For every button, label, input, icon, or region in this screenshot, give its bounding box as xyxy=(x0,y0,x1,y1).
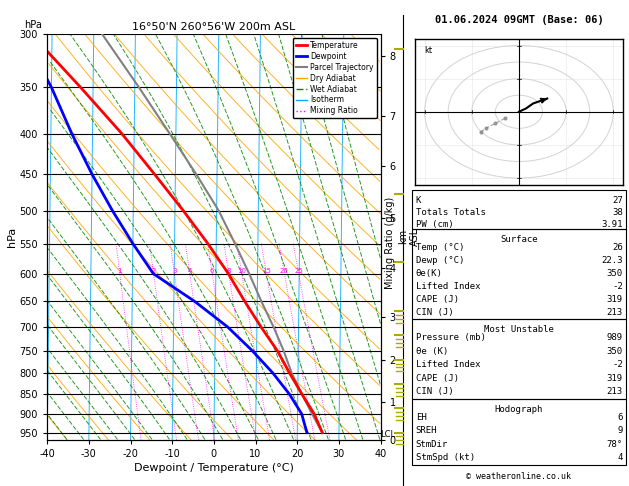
Text: 20: 20 xyxy=(280,268,289,274)
Text: -2: -2 xyxy=(612,282,623,291)
Text: PW (cm): PW (cm) xyxy=(416,220,454,229)
Text: -2: -2 xyxy=(612,360,623,369)
Text: SREH: SREH xyxy=(416,426,437,435)
Title: 16°50'N 260°56'W 200m ASL: 16°50'N 260°56'W 200m ASL xyxy=(132,22,296,32)
Y-axis label: hPa: hPa xyxy=(7,227,17,247)
Text: Temp (°C): Temp (°C) xyxy=(416,243,464,252)
Text: 9: 9 xyxy=(617,426,623,435)
Text: 3: 3 xyxy=(172,268,177,274)
Text: 1: 1 xyxy=(118,268,122,274)
Y-axis label: km
ASL: km ASL xyxy=(399,228,420,246)
Text: 2: 2 xyxy=(152,268,156,274)
Text: LCL: LCL xyxy=(381,430,396,439)
Text: 350: 350 xyxy=(606,269,623,278)
Text: Surface: Surface xyxy=(500,235,538,244)
Text: 15: 15 xyxy=(262,268,271,274)
Text: CAPE (J): CAPE (J) xyxy=(416,295,459,304)
Text: EH: EH xyxy=(416,413,426,422)
Text: 27: 27 xyxy=(612,196,623,205)
Text: 10: 10 xyxy=(237,268,247,274)
Text: Most Unstable: Most Unstable xyxy=(484,325,554,334)
Text: 26: 26 xyxy=(612,243,623,252)
Text: Totals Totals: Totals Totals xyxy=(416,208,486,217)
Text: hPa: hPa xyxy=(24,20,42,30)
Text: 22.3: 22.3 xyxy=(601,256,623,265)
Text: 319: 319 xyxy=(606,295,623,304)
X-axis label: Dewpoint / Temperature (°C): Dewpoint / Temperature (°C) xyxy=(134,463,294,473)
Text: Lifted Index: Lifted Index xyxy=(416,282,481,291)
Text: 38: 38 xyxy=(612,208,623,217)
Text: θe(K): θe(K) xyxy=(416,269,443,278)
Text: Lifted Index: Lifted Index xyxy=(416,360,481,369)
Text: θe (K): θe (K) xyxy=(416,347,448,356)
Text: CIN (J): CIN (J) xyxy=(416,308,454,317)
Text: CAPE (J): CAPE (J) xyxy=(416,374,459,383)
Text: 4: 4 xyxy=(187,268,192,274)
Text: Dewp (°C): Dewp (°C) xyxy=(416,256,464,265)
Text: © weatheronline.co.uk: © weatheronline.co.uk xyxy=(467,472,571,481)
Text: 6: 6 xyxy=(617,413,623,422)
Text: 213: 213 xyxy=(606,387,623,397)
Text: 78°: 78° xyxy=(606,440,623,449)
Text: 25: 25 xyxy=(294,268,303,274)
Text: 989: 989 xyxy=(606,333,623,342)
Text: StmSpd (kt): StmSpd (kt) xyxy=(416,453,475,462)
Text: 213: 213 xyxy=(606,308,623,317)
Text: 4: 4 xyxy=(617,453,623,462)
Text: 8: 8 xyxy=(226,268,231,274)
Text: StmDir: StmDir xyxy=(416,440,448,449)
Text: 6: 6 xyxy=(210,268,214,274)
Text: 350: 350 xyxy=(606,347,623,356)
Text: CIN (J): CIN (J) xyxy=(416,387,454,397)
Text: K: K xyxy=(416,196,421,205)
Text: Mixing Ratio (g/kg): Mixing Ratio (g/kg) xyxy=(385,197,395,289)
Text: kt: kt xyxy=(425,46,433,54)
Text: Pressure (mb): Pressure (mb) xyxy=(416,333,486,342)
Text: 01.06.2024 09GMT (Base: 06): 01.06.2024 09GMT (Base: 06) xyxy=(435,15,603,25)
Text: 319: 319 xyxy=(606,374,623,383)
Text: Hodograph: Hodograph xyxy=(495,405,543,415)
Text: 3.91: 3.91 xyxy=(601,220,623,229)
Legend: Temperature, Dewpoint, Parcel Trajectory, Dry Adiabat, Wet Adiabat, Isotherm, Mi: Temperature, Dewpoint, Parcel Trajectory… xyxy=(292,38,377,119)
